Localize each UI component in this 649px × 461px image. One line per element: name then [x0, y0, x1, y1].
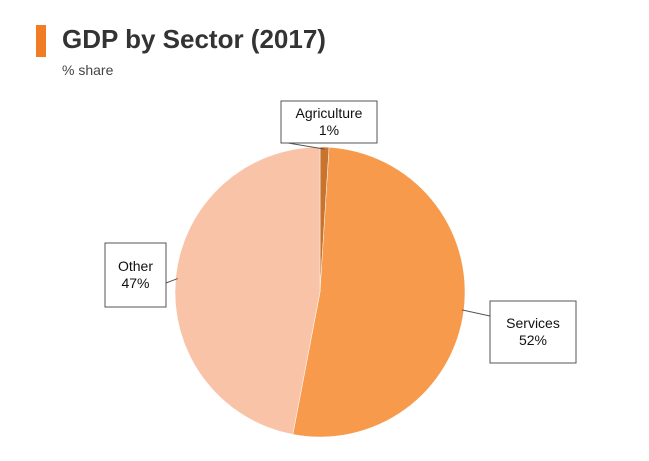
leader-line [461, 309, 491, 317]
slice-name-label: Other [118, 258, 153, 274]
slice-value-label: 47% [121, 275, 149, 291]
leader-line [287, 142, 325, 150]
slice-value-label: 52% [519, 332, 547, 348]
label-box [104, 242, 167, 308]
title-accent-bar [36, 25, 46, 57]
slice-value-label: 1% [319, 122, 339, 138]
pie-slice-other [174, 146, 321, 435]
label-box [489, 300, 577, 364]
chart-subtitle: % share [62, 62, 114, 78]
chart-title: GDP by Sector (2017) [62, 24, 326, 54]
label-box [280, 100, 378, 144]
slice-name-label: Agriculture [296, 105, 363, 121]
slice-name-label: Services [506, 315, 560, 331]
leader-line [165, 278, 178, 284]
